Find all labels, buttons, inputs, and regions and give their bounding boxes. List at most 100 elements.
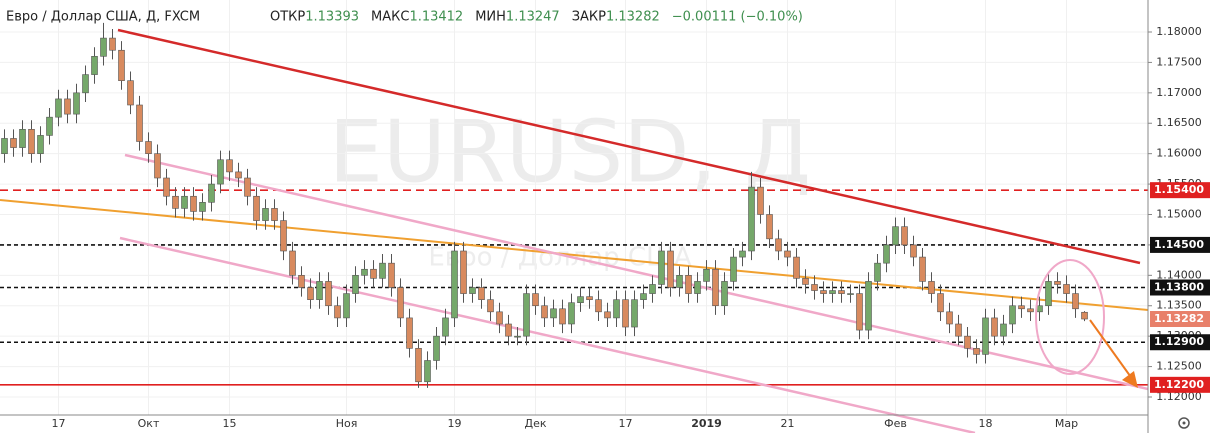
candle-body (955, 323, 962, 337)
candle-body (235, 171, 242, 179)
candle-body (388, 262, 395, 288)
candle-body (352, 275, 359, 294)
candle-body (46, 116, 53, 136)
candle-body (1072, 293, 1079, 310)
last-price-label: 1.13282 (1154, 312, 1204, 325)
candle-body (10, 138, 17, 148)
candle-body (496, 311, 503, 325)
candle-body (865, 281, 872, 331)
candle-body (289, 250, 296, 276)
candle-body (406, 317, 413, 349)
candle-body (811, 284, 818, 291)
x-tick-label: 19 (448, 417, 462, 430)
candle-body (883, 244, 890, 264)
candle-body (298, 275, 305, 288)
header-label: МИН (475, 10, 506, 25)
y-tick-label: 1.17500 (1156, 55, 1202, 68)
candle-body (847, 293, 854, 295)
arrow (1089, 319, 1134, 381)
watermark: EURUSD, Д Евро / Доллар США (329, 102, 812, 272)
candle-body (1018, 305, 1025, 310)
candle-body (649, 284, 656, 294)
candle-body (1063, 284, 1070, 294)
candle-body (208, 183, 215, 203)
price-axis (1148, 0, 1210, 433)
candle-body (721, 281, 728, 307)
header-value: 1.13412 (409, 10, 463, 25)
candle-body (703, 268, 710, 282)
candle-body (244, 177, 251, 197)
candle-body (964, 335, 971, 349)
candle-body (154, 153, 161, 179)
candle-body (991, 317, 998, 337)
candle-body (505, 323, 512, 337)
candle-body (37, 135, 44, 154)
candle-body (82, 74, 89, 94)
candle-body (487, 299, 494, 313)
level-label: 1.13800 (1154, 280, 1204, 293)
candle-body (73, 92, 80, 115)
y-tick-label: 1.14000 (1156, 268, 1202, 281)
candle-body (640, 293, 647, 300)
candle-body (829, 290, 836, 294)
candle-body (613, 299, 620, 319)
watermark-name: Евро / Доллар США (428, 243, 692, 273)
x-tick-label: 2019 (691, 417, 722, 430)
y-tick-label: 1.16000 (1156, 147, 1202, 160)
candle-body (109, 37, 116, 51)
header-label: МАКС (371, 10, 409, 25)
candle-body (145, 141, 152, 154)
header-label: ОТКР (270, 10, 305, 25)
candle-body (559, 308, 566, 325)
candle-body (946, 311, 953, 325)
x-tick-label: Фев (884, 417, 907, 430)
candle-body (316, 281, 323, 300)
candle-body (757, 186, 764, 215)
candle-body (451, 250, 458, 319)
candle-body (739, 250, 746, 258)
y-tick-label: 1.12000 (1156, 390, 1202, 403)
header-value: 1.13393 (305, 10, 359, 25)
arrow-head (1122, 371, 1138, 388)
candle-body (181, 195, 188, 209)
candle-body (541, 305, 548, 319)
candle-body (379, 262, 386, 279)
settings-icon[interactable] (1178, 417, 1190, 429)
candle-body (226, 159, 233, 173)
candle-body (802, 278, 809, 285)
candle-body (676, 275, 683, 288)
candle-body (775, 238, 782, 252)
x-tick-label: Ноя (336, 417, 358, 430)
candle-body (280, 220, 287, 252)
candle-body (19, 129, 26, 148)
header: Евро / Доллар США, Д, FXCM ОТКР 1.13393 МАК… (6, 10, 803, 25)
annotations (1035, 259, 1138, 388)
candle-body (523, 293, 530, 337)
level-label-bg (1150, 376, 1210, 393)
watermark-symbol: EURUSD, Д (329, 102, 812, 202)
level-label: 1.12200 (1154, 378, 1204, 391)
candle-body (793, 256, 800, 279)
y-tick-label: 1.13500 (1156, 299, 1202, 312)
candle-body (712, 268, 719, 307)
candle-body (199, 202, 206, 212)
candle-body (838, 290, 845, 294)
trend-line (0, 199, 1149, 311)
candle-body (172, 195, 179, 209)
candle-body (217, 159, 224, 185)
trend-line (117, 28, 1141, 265)
candle-body (658, 250, 665, 285)
candle-body (1054, 281, 1061, 285)
level-label: 1.15400 (1154, 183, 1204, 196)
highlight-ellipse (1035, 259, 1105, 375)
candle-body (820, 290, 827, 294)
level-label-bg (1150, 236, 1210, 253)
candle-body (919, 256, 926, 282)
x-tick-label: Мар (1055, 417, 1078, 430)
candle-body (667, 250, 674, 288)
x-tick-label: Дек (524, 417, 546, 430)
candle-body (910, 244, 917, 258)
candle-body (271, 208, 278, 221)
candle-body (442, 317, 449, 337)
